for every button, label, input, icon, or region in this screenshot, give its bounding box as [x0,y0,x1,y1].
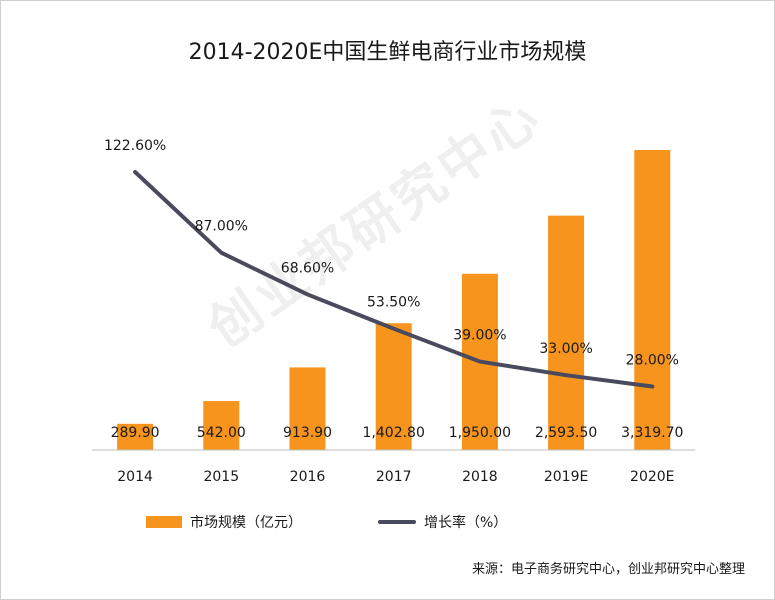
legend-item-growth-rate: 增长率（%） [378,512,507,532]
bar-value-label-2014: 289.90 [111,425,160,441]
x-tick-label-2020E: 2020E [630,469,674,485]
bar-value-label-2016: 913.90 [283,425,332,441]
x-tick-label-2019E: 2019E [544,469,588,485]
growth-label-2020E: 28.00% [626,353,679,369]
chart-title: 2014-2020E中国生鲜电商行业市场规模 [188,40,587,65]
bar-value-label-2020E: 3,319.70 [621,425,683,441]
bar-2019E [548,215,585,450]
growth-label-2019E: 33.00% [539,341,592,357]
legend-swatch-bar [146,516,182,528]
bar-value-label-2017: 1,402.80 [363,425,425,441]
bar-value-label-2019E: 2,593.50 [535,425,597,441]
bar-value-label-2015: 542.00 [197,425,246,441]
bar-2017 [375,323,412,450]
chart-legend: 市场规模（亿元） 增长率（%） [0,512,775,536]
growth-label-2015: 87.00% [195,219,248,235]
x-tick-label-2017: 2017 [376,469,412,485]
legend-item-market-size: 市场规模（亿元） [146,512,302,532]
bar-2016 [289,367,326,450]
bar-2015 [203,401,240,450]
legend-swatch-line [378,520,416,524]
x-tick-label-2016: 2016 [290,469,326,485]
legend-label-market-size: 市场规模（亿元） [190,515,302,531]
growth-label-2017: 53.50% [367,295,420,311]
growth-label-2014: 122.60% [104,138,166,154]
legend-label-growth-rate: 增长率（%） [424,515,508,531]
growth-rate-line [133,170,655,389]
growth-label-2018: 39.00% [453,328,506,344]
x-tick-label-2014: 2014 [117,469,153,485]
bar-value-label-2018: 1,950.00 [449,425,511,441]
growth-label-2016: 68.60% [281,260,334,276]
x-tick-label-2018: 2018 [462,469,498,485]
source-note: 来源：电子商务研究中心，创业邦研究中心整理 [471,562,745,577]
x-tick-label-2015: 2015 [203,469,239,485]
bar-2020E [634,150,671,450]
bar-2014 [117,423,154,450]
